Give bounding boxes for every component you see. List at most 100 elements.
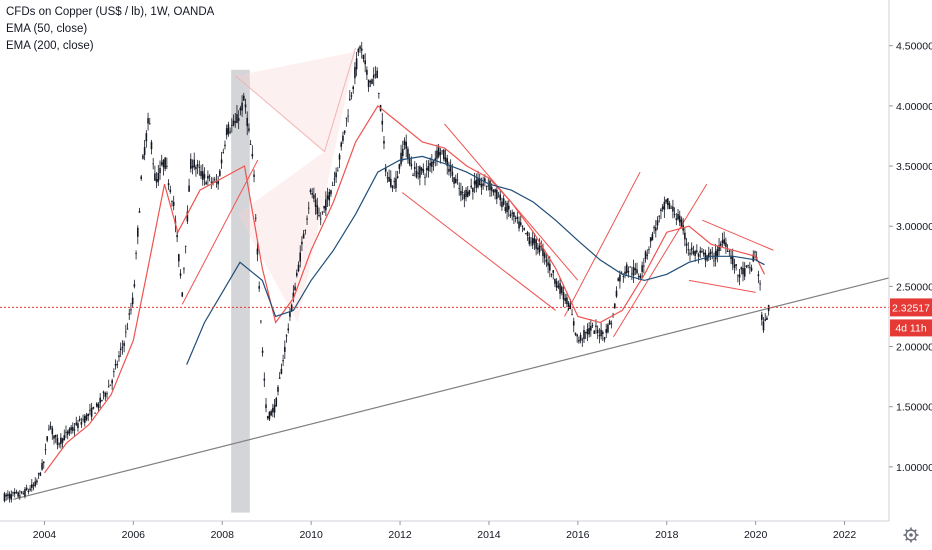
candle-body <box>752 254 755 262</box>
candle-body <box>427 166 430 172</box>
candle-body <box>244 104 247 108</box>
triangle-edge <box>235 75 325 152</box>
candle-body <box>453 177 455 184</box>
candle-body <box>415 170 418 178</box>
candle-body <box>369 81 372 83</box>
candle-body <box>29 488 31 491</box>
candle-body <box>684 232 686 240</box>
candle-body <box>121 347 124 348</box>
candle-body <box>424 177 426 178</box>
shaded-triangle-pattern <box>235 51 356 323</box>
candle-body <box>270 411 272 416</box>
candle-body <box>376 70 378 78</box>
candle-body <box>728 250 731 252</box>
candle-body <box>171 201 173 202</box>
candle-body <box>142 155 144 159</box>
candle-body <box>152 163 154 165</box>
candle-body <box>492 190 495 193</box>
candle-body <box>620 272 623 274</box>
candle-body <box>677 214 679 220</box>
candle-body <box>342 135 344 142</box>
gear-tooth <box>905 529 909 533</box>
candle-body <box>511 212 514 214</box>
y-tick-label: 3.50000 <box>896 161 932 173</box>
candle-body <box>719 243 722 246</box>
ema200-legend[interactable]: EMA (200, close) <box>6 40 94 52</box>
candle-body <box>54 434 57 438</box>
candle-body <box>220 159 223 164</box>
candle-body <box>400 152 402 165</box>
candle-body <box>242 95 245 101</box>
candle-body <box>448 168 450 172</box>
candle-body <box>637 275 640 277</box>
candle-body <box>154 173 156 181</box>
candle-body <box>313 194 315 199</box>
candle-body <box>648 248 650 250</box>
candle-body <box>345 117 348 119</box>
candle-body <box>357 48 360 53</box>
candle-body <box>107 386 110 388</box>
candle-body <box>581 339 584 341</box>
candle-body <box>347 115 349 117</box>
candle-body <box>61 438 64 443</box>
candle-body <box>721 240 724 243</box>
candle-body <box>58 443 60 445</box>
candle-body <box>348 98 351 101</box>
gear-center <box>909 533 913 537</box>
candle-body <box>99 397 101 404</box>
candle-body <box>215 182 218 183</box>
candle-body <box>766 317 768 320</box>
candle-body <box>246 117 249 127</box>
candle-body <box>164 157 166 169</box>
candle-body <box>555 281 558 288</box>
ema50-legend[interactable]: EMA (50, close) <box>6 23 88 35</box>
candle-body <box>513 212 515 218</box>
candle-body <box>111 380 113 384</box>
candle-body <box>714 251 717 260</box>
x-tick-label: 2004 <box>33 529 57 541</box>
candle-body <box>547 262 549 266</box>
candle-body <box>571 314 573 316</box>
candle-body <box>764 319 767 321</box>
y-tick-label: 4.50000 <box>896 41 932 53</box>
candle-body <box>133 284 136 287</box>
pattern-line <box>564 171 641 317</box>
price-badge <box>890 298 932 317</box>
candle-body <box>73 429 76 431</box>
candle-body <box>451 171 454 176</box>
candle-body <box>489 180 491 191</box>
candle-body <box>46 436 48 441</box>
gear-tooth <box>913 529 917 533</box>
candle-body <box>114 363 117 366</box>
candle-body <box>590 325 592 331</box>
candle-body <box>689 252 691 255</box>
candle-body <box>15 491 18 493</box>
candle-body <box>51 428 54 435</box>
candle-body <box>92 406 95 409</box>
candle-body <box>485 185 488 187</box>
candle-body <box>72 427 74 431</box>
x-tick-label: 2006 <box>122 529 146 541</box>
candle-body <box>191 165 194 168</box>
gear-icon[interactable] <box>903 527 919 543</box>
candle-body <box>297 264 300 272</box>
candle-body <box>222 152 225 153</box>
candle-body <box>386 177 389 179</box>
candle-body <box>49 425 52 429</box>
candle-body <box>514 218 517 220</box>
candle-body <box>371 79 373 85</box>
candle-body <box>160 162 163 165</box>
candle-body <box>388 176 390 182</box>
candle-body <box>198 167 201 168</box>
candle-body <box>672 206 674 212</box>
candle-body <box>407 148 409 160</box>
candle-body <box>333 178 336 180</box>
candle-body <box>413 166 416 170</box>
candle-body <box>738 274 741 278</box>
candle-body <box>138 211 141 213</box>
candle-body <box>562 292 565 300</box>
candle-body <box>596 329 599 334</box>
candle-body <box>282 360 284 362</box>
